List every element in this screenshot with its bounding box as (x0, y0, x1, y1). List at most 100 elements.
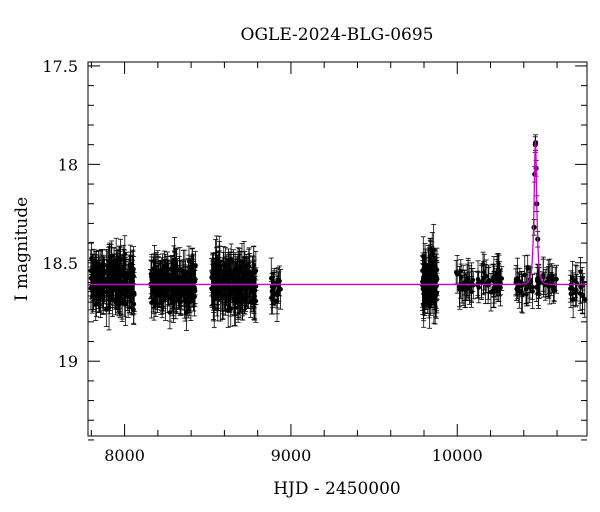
data-point (454, 255, 460, 294)
data-marker (210, 273, 215, 279)
data-marker (94, 301, 99, 306)
data-point (104, 248, 110, 294)
data-marker (470, 282, 476, 288)
data-marker (579, 276, 585, 282)
chart-title: OGLE-2024-BLG-0695 (241, 25, 434, 45)
data-marker (428, 266, 433, 272)
data-marker (425, 295, 430, 300)
data-point (160, 288, 166, 315)
data-point (149, 256, 155, 303)
data-point (177, 247, 183, 294)
data-marker (94, 266, 99, 271)
data-point (174, 258, 180, 300)
data-marker (488, 290, 494, 295)
data-point (268, 257, 274, 299)
data-point (582, 281, 588, 318)
data-marker (420, 279, 425, 284)
data-marker (476, 285, 482, 290)
data-point (228, 261, 234, 293)
data-marker (533, 285, 539, 290)
data-marker (177, 268, 183, 273)
data-marker (232, 267, 238, 273)
data-marker (126, 274, 132, 279)
data-marker (186, 258, 192, 264)
data-point (494, 253, 500, 293)
data-point (222, 247, 228, 299)
y-tick-label: 19 (58, 352, 78, 371)
data-marker (117, 266, 122, 272)
data-marker (523, 286, 529, 292)
data-point (159, 257, 165, 300)
data-point (545, 259, 551, 297)
data-marker (464, 278, 470, 284)
data-marker (274, 299, 280, 304)
data-point (161, 281, 167, 312)
data-point (476, 271, 482, 304)
data-marker (530, 284, 535, 290)
data-point (247, 261, 253, 300)
data-marker (161, 294, 166, 299)
data-point (210, 260, 216, 291)
data-marker (121, 265, 127, 270)
data-point (242, 250, 248, 301)
data-marker (189, 266, 194, 272)
data-marker (582, 297, 588, 302)
data-marker (171, 299, 176, 305)
data-point (214, 278, 220, 317)
data-marker (179, 279, 185, 284)
data-marker (541, 274, 546, 280)
data-marker (156, 274, 162, 279)
data-point (513, 264, 519, 295)
data-point (151, 245, 157, 278)
data-marker (160, 298, 166, 304)
data-marker (108, 269, 113, 274)
data-marker (454, 271, 460, 277)
data-marker (214, 295, 220, 300)
data-marker (127, 282, 133, 288)
data-marker (550, 277, 555, 282)
data-point (121, 271, 127, 318)
data-point (434, 262, 440, 297)
x-tick-label: 8000 (104, 446, 145, 465)
data-point (232, 264, 238, 310)
data-marker (149, 277, 155, 282)
data-marker (227, 287, 232, 293)
data-point (233, 289, 239, 327)
data-points-layer (88, 134, 588, 331)
data-marker (182, 287, 187, 293)
data-point (573, 274, 579, 307)
data-marker (131, 301, 137, 307)
x-tick-label: 9000 (271, 446, 312, 465)
data-marker (513, 277, 519, 283)
x-axis-label: HJD - 2450000 (273, 479, 401, 499)
data-marker (247, 278, 253, 284)
data-marker (211, 293, 216, 299)
data-marker (251, 291, 257, 296)
data-point (176, 265, 182, 309)
model-curve-layer (88, 140, 587, 286)
data-point (488, 273, 494, 312)
data-point (468, 275, 474, 308)
data-marker (152, 258, 157, 264)
data-point (93, 251, 99, 286)
data-point (170, 281, 176, 323)
data-point (516, 273, 522, 309)
data-marker (228, 274, 234, 280)
data-marker (545, 275, 551, 281)
data-point (577, 276, 583, 311)
data-point (108, 257, 114, 286)
data-marker (536, 291, 541, 297)
data-marker (119, 296, 125, 302)
data-marker (130, 278, 135, 284)
y-axis-label: I magnitude (12, 197, 32, 301)
data-marker (179, 293, 184, 299)
data-marker (113, 258, 119, 264)
data-point (119, 282, 125, 316)
data-marker (132, 292, 137, 297)
data-marker (176, 284, 182, 290)
data-marker (480, 262, 486, 267)
data-marker (517, 288, 522, 294)
data-marker (421, 286, 427, 292)
data-marker (574, 287, 579, 293)
